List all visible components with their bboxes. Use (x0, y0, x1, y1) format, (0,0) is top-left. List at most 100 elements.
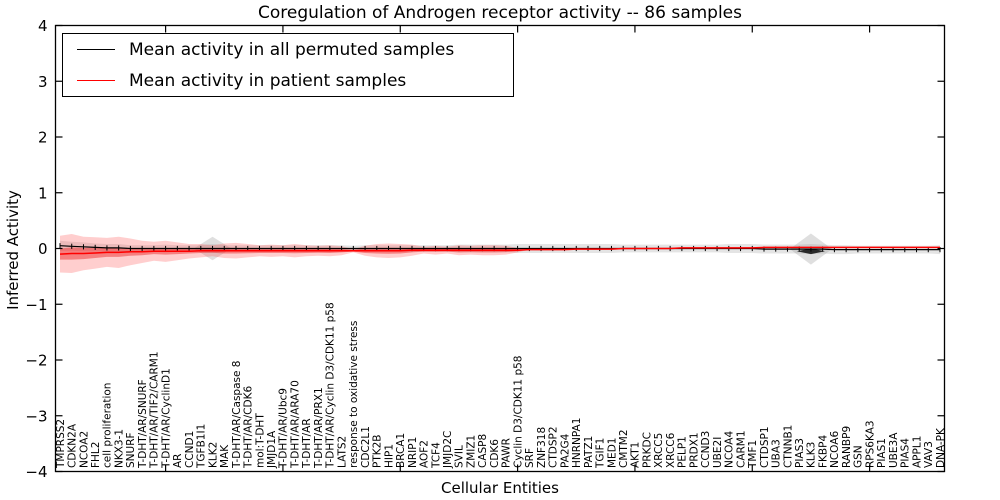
category-label: CASP8 (477, 434, 489, 468)
category-label: AKT1 (630, 442, 642, 468)
category-label: AOF2 (419, 440, 431, 468)
category-label: CDC2L1 (360, 426, 372, 468)
category-label: T-DHT/AR/CyclinD1 (160, 368, 172, 469)
category-label: T-DHT/AR/TIF2/CARM1 (149, 351, 161, 469)
y-tick-label: −1 (25, 296, 47, 314)
category-label: SVIL (454, 445, 466, 468)
legend-label-patient: Mean activity in patient samples (129, 70, 407, 91)
category-label: TMPRSS2 (55, 419, 67, 469)
y-tick-label: −4 (25, 463, 47, 481)
category-label: CMTM2 (618, 429, 630, 468)
category-label: T-DHT/AR/PRX1 (313, 387, 325, 469)
category-label: TCF4 (430, 442, 442, 469)
category-label: GSN (853, 445, 865, 468)
category-label: XRCC5 (653, 433, 665, 468)
category-label: T-DHT/AR/Cyclin D3/CDK11 p58 (325, 302, 337, 469)
category-label: SNURF (125, 432, 137, 468)
permuted-line-swatch (77, 49, 115, 50)
category-label: NCOA2 (78, 431, 90, 468)
category-label: JMJD1A (266, 430, 278, 469)
category-label: KLK3 (806, 442, 818, 468)
category-label: KLK2 (207, 442, 219, 468)
category-label: PA2G4 (559, 433, 571, 468)
category-label: TGIF1 (595, 438, 607, 469)
category-label: PIAS3 (794, 438, 806, 468)
category-label: cell proliferation (102, 383, 114, 468)
y-tick-label: 3 (38, 73, 48, 91)
category-label: RPS6KA3 (864, 420, 876, 468)
legend-entry-permuted: Mean activity in all permuted samples (63, 34, 513, 65)
x-axis-label: Cellular Entities (441, 479, 559, 497)
category-label: NRIP1 (407, 437, 419, 468)
category-label: PIAS4 (900, 438, 912, 468)
category-label: CDKN2A (67, 423, 79, 468)
category-label: MED1 (606, 438, 618, 468)
category-label: LATS2 (336, 436, 348, 468)
category-label: mol:T-DHT (254, 413, 266, 468)
y-tick-label: −2 (25, 352, 47, 370)
legend: Mean activity in all permuted samples Me… (62, 33, 514, 97)
category-label: FHL2 (90, 442, 102, 468)
category-label: UBA3 (771, 439, 783, 468)
category-label: T-DHT/AR/Caspase 8 (231, 361, 243, 469)
category-label: HIP1 (383, 444, 395, 468)
category-label: Cyclin D3/CDK11 p58 (512, 356, 524, 468)
category-label: PTK2B (372, 434, 384, 468)
category-label: NCOA6 (829, 431, 841, 468)
category-label: NCOA4 (724, 431, 736, 468)
patient-line-swatch (77, 80, 115, 81)
category-label: CARM1 (735, 430, 747, 468)
category-label: PATZ1 (583, 436, 595, 468)
y-tick-label: −3 (25, 407, 47, 425)
category-label: JMJD2C (442, 431, 454, 469)
category-label: CTNNB1 (782, 425, 794, 468)
category-label: response to oxidative stress (348, 321, 360, 468)
category-label: PIAS1 (876, 438, 888, 468)
category-label: TMF1 (747, 440, 759, 469)
category-label: DNA-PK (935, 427, 947, 468)
y-axis-label: Inferred Activity (4, 190, 22, 310)
category-label: HNRNPA1 (571, 418, 583, 468)
band (60, 234, 940, 273)
category-label: SRF (524, 448, 536, 468)
category-label: PRDX1 (688, 432, 700, 468)
category-label: PRKDC (642, 432, 654, 468)
y-tick-label: 0 (38, 240, 48, 258)
patient-mean-line (59, 246, 940, 255)
category-label: NKX3-1 (114, 429, 126, 468)
category-label: XRCC6 (665, 432, 677, 468)
category-label: TGFB1I1 (196, 424, 208, 469)
category-label: T-DHT/AR/ARA70 (290, 380, 302, 469)
category-label: CTDSP1 (759, 426, 771, 468)
permuted-mean-line (59, 245, 940, 251)
chart-title: Coregulation of Androgen receptor activi… (257, 3, 743, 23)
category-label: T-DHT/AR/SNURF (137, 379, 149, 469)
category-label: BRCA1 (395, 433, 407, 468)
category-label: T-DHT/AR (301, 418, 313, 469)
category-label: AR (172, 454, 184, 468)
category-label: UBE3A (888, 432, 900, 468)
y-tick-label: 2 (38, 129, 48, 147)
category-label: T-DHT/AR/CDK6 (243, 386, 255, 469)
category-label: ZMIZ1 (466, 435, 478, 468)
category-label: MAK (219, 444, 231, 468)
category-label: APPL1 (911, 436, 923, 468)
y-tick-label: 1 (38, 184, 48, 202)
category-label: PELP1 (677, 436, 689, 468)
legend-label-permuted: Mean activity in all permuted samples (129, 39, 455, 60)
category-label: RANBP9 (841, 426, 853, 468)
category-label: PAWR (501, 438, 513, 468)
category-label: VAV3 (923, 441, 935, 468)
category-label: CTDSP2 (548, 426, 560, 468)
category-label: ZNF318 (536, 427, 548, 468)
y-tick-label: 4 (38, 17, 48, 35)
category-label: T-DHT/AR/Ubc9 (278, 388, 290, 469)
category-label: CCND1 (184, 431, 196, 468)
category-label: CCND3 (700, 431, 712, 468)
category-label: CDK6 (489, 439, 501, 468)
legend-entry-patient: Mean activity in patient samples (63, 65, 513, 96)
category-label: UBE2I (712, 437, 724, 468)
category-label: FKBP4 (818, 435, 830, 468)
